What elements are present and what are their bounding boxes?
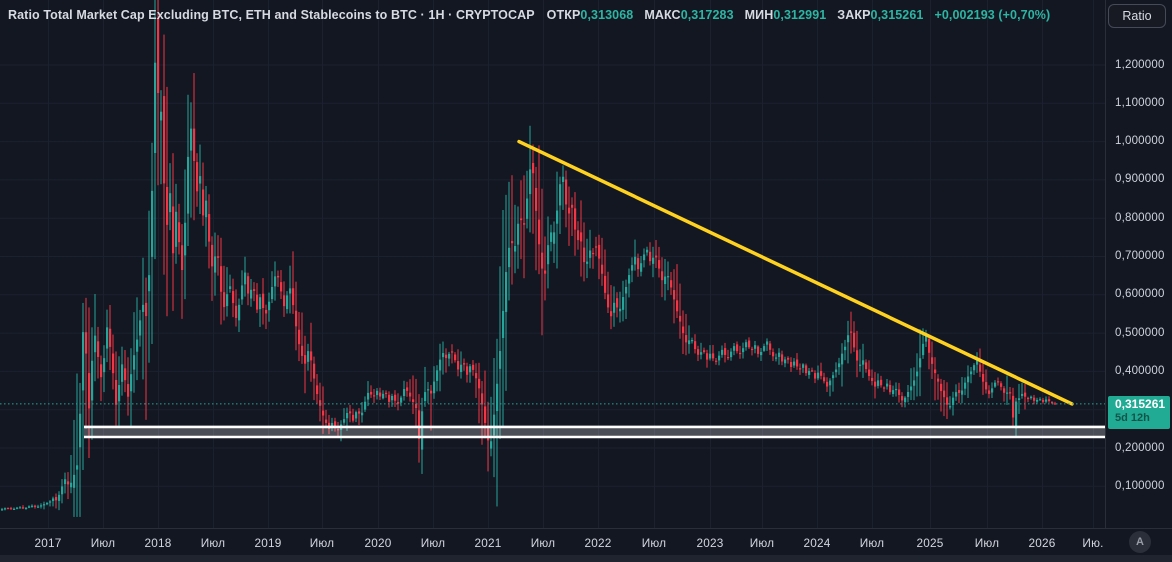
ohlc-pair: МАКС0,317283 [644, 8, 734, 22]
time-tick-label: Июл [200, 536, 226, 550]
price-chart-canvas[interactable] [0, 0, 1105, 528]
time-tick-label: 2022 [584, 536, 612, 550]
price-tick-label: 0,500000 [1115, 326, 1165, 339]
price-tick-label: 1,100000 [1115, 96, 1165, 109]
time-tick-label: 2021 [474, 536, 502, 550]
symbol-title: Ratio Total Market Cap Excluding BTC, ET… [8, 8, 535, 22]
time-tick-label: 2024 [803, 536, 831, 550]
price-tick-label: 0,800000 [1115, 211, 1165, 224]
price-tick-label: 0,200000 [1115, 441, 1165, 454]
time-tick-label: Июл [859, 536, 885, 550]
time-tick-label: 2019 [254, 536, 282, 550]
price-tick-label: 0,600000 [1115, 288, 1165, 301]
price-tick-label: 0,400000 [1115, 364, 1165, 377]
current-price-value: 0,315261 [1115, 396, 1166, 411]
time-axis[interactable]: A 2017 Июл 2018 Июл 2019 Июл 2020 Июл 2021 Июл 202… [0, 528, 1172, 556]
bottom-edge-strip [0, 555, 1172, 562]
ratio-button[interactable]: Ratio [1108, 4, 1166, 28]
price-axis[interactable]: 0,315261 5d 12h 1,200000 1,100000 1,000000… [1105, 0, 1172, 528]
time-tick-label: 2020 [364, 536, 392, 550]
current-price-badge: 0,315261 5d 12h [1108, 395, 1170, 429]
price-tick-label: 0,100000 [1115, 479, 1165, 492]
price-tick-label: 1,200000 [1115, 58, 1165, 71]
time-tick-label: Июл [530, 536, 556, 550]
time-tick-label: Июл [974, 536, 1000, 550]
chart-legend[interactable]: Ratio Total Market Cap Excluding BTC, ET… [8, 6, 1050, 24]
time-tick-label: 2025 [916, 536, 944, 550]
change-value: +0,002193 (+0,70%) [934, 8, 1051, 22]
ohlc-values: ОТКР0,313068 МАКС0,317283 МИН0,312991 ЗАКР0… [547, 8, 935, 22]
ohlc-pair: ОТКР0,313068 [546, 8, 634, 22]
price-tick-label: 0,900000 [1115, 173, 1165, 186]
tradingview-logo-badge[interactable]: A [1129, 531, 1151, 553]
time-tick-label: Июл [420, 536, 446, 550]
time-tick-label: Июл [309, 536, 335, 550]
price-tick-label: 0,700000 [1115, 250, 1165, 262]
time-tick-label: 2018 [144, 536, 172, 550]
time-tick-label: Ию. [1082, 536, 1104, 550]
ohlc-pair: ЗАКР0,315261 [837, 8, 924, 22]
time-tick-label: 2017 [34, 536, 62, 550]
time-tick-label: Июл [90, 536, 116, 550]
time-tick-label: Июл [749, 536, 775, 550]
time-tick-label: 2026 [1028, 536, 1056, 550]
ohlc-pair: МИН0,312991 [744, 8, 827, 22]
bar-close-countdown: 5d 12h [1115, 411, 1150, 424]
time-tick-label: 2023 [696, 536, 724, 550]
time-tick-label: Июл [641, 536, 667, 550]
price-tick-label: 1,000000 [1115, 135, 1165, 148]
